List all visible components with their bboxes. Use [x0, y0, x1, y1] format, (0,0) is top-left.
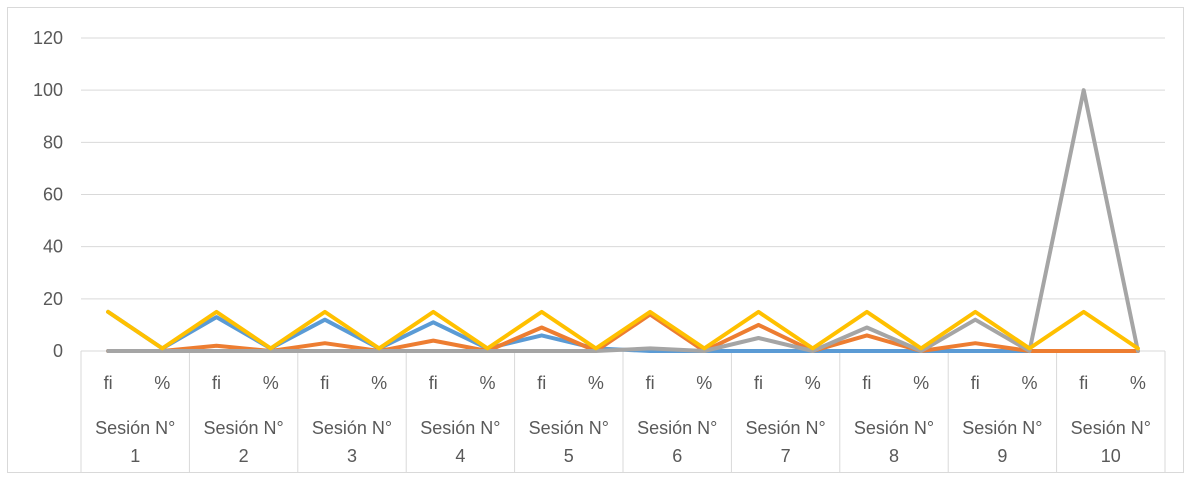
x-tick-label: %	[371, 373, 387, 393]
x-tick-label: %	[1130, 373, 1146, 393]
group-label: Sesión N°	[312, 418, 392, 438]
x-tick-label: fi	[212, 373, 221, 393]
group-label: 1	[130, 446, 140, 466]
y-tick-label: 20	[43, 289, 63, 309]
x-tick-label: %	[913, 373, 929, 393]
group-label: 3	[347, 446, 357, 466]
group-label: Sesión N°	[745, 418, 825, 438]
group-label: 10	[1101, 446, 1121, 466]
x-tick-label: fi	[537, 373, 546, 393]
group-label: 4	[455, 446, 465, 466]
x-tick-label: fi	[971, 373, 980, 393]
group-label: Sesión N°	[1071, 418, 1151, 438]
group-label: 5	[564, 446, 574, 466]
x-tick-label: fi	[320, 373, 329, 393]
x-axis: fi% fi% fi% fi% fi% fi% fi% fi% fi% fi % Sesión N° 1…	[80, 350, 1166, 473]
group-label: Sesión N°	[203, 418, 283, 438]
series-line-3	[106, 88, 1140, 353]
group-label: 2	[239, 446, 249, 466]
x-tick-label: fi	[754, 373, 763, 393]
x-tick-label: %	[588, 373, 604, 393]
x-tick-label: fi	[429, 373, 438, 393]
x-tick-label: fi	[862, 373, 871, 393]
group-label: Sesión N°	[529, 418, 609, 438]
x-tick-label: %	[154, 373, 170, 393]
x-tick-label: %	[479, 373, 495, 393]
gridlines	[81, 37, 1165, 352]
group-label: Sesión N°	[854, 418, 934, 438]
y-tick-label: 60	[43, 185, 63, 205]
x-tick-label: fi	[1079, 373, 1088, 393]
chart-frame	[7, 7, 1184, 473]
y-tick-label: 0	[53, 341, 63, 361]
series-lines	[106, 88, 1140, 353]
y-tick-label: 120	[33, 28, 63, 48]
y-tick-label: 80	[43, 132, 63, 152]
x-tick-label: fi	[646, 373, 655, 393]
group-label: Sesión N°	[962, 418, 1042, 438]
group-label: 7	[781, 446, 791, 466]
x-tick-label: %	[1021, 373, 1037, 393]
group-label: 8	[889, 446, 899, 466]
group-label: 9	[997, 446, 1007, 466]
x-tick-label: %	[696, 373, 712, 393]
series-line-4	[106, 309, 1140, 351]
x-tick-label: %	[805, 373, 821, 393]
x-tick-label: %	[263, 373, 279, 393]
y-tick-label: 40	[43, 237, 63, 257]
group-label: Sesión N°	[95, 418, 175, 438]
group-label: Sesión N°	[637, 418, 717, 438]
y-tick-label: 100	[33, 80, 63, 100]
y-axis: 0 20 40 60 80 100 120	[33, 28, 63, 361]
group-label: 6	[672, 446, 682, 466]
x-tick-label: fi	[104, 373, 113, 393]
group-label: Sesión N°	[420, 418, 500, 438]
